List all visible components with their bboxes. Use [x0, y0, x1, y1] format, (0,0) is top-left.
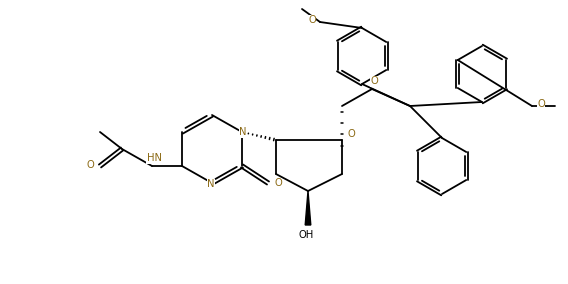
Text: N: N [239, 127, 247, 137]
Text: O: O [537, 99, 545, 109]
Text: OH: OH [298, 230, 314, 240]
Text: O: O [308, 15, 316, 25]
Text: O: O [347, 129, 355, 139]
Text: HN: HN [147, 153, 161, 163]
Text: N: N [207, 179, 215, 189]
Text: O: O [86, 160, 94, 170]
Polygon shape [305, 191, 311, 225]
Text: O: O [274, 178, 282, 188]
Text: O: O [370, 76, 378, 86]
